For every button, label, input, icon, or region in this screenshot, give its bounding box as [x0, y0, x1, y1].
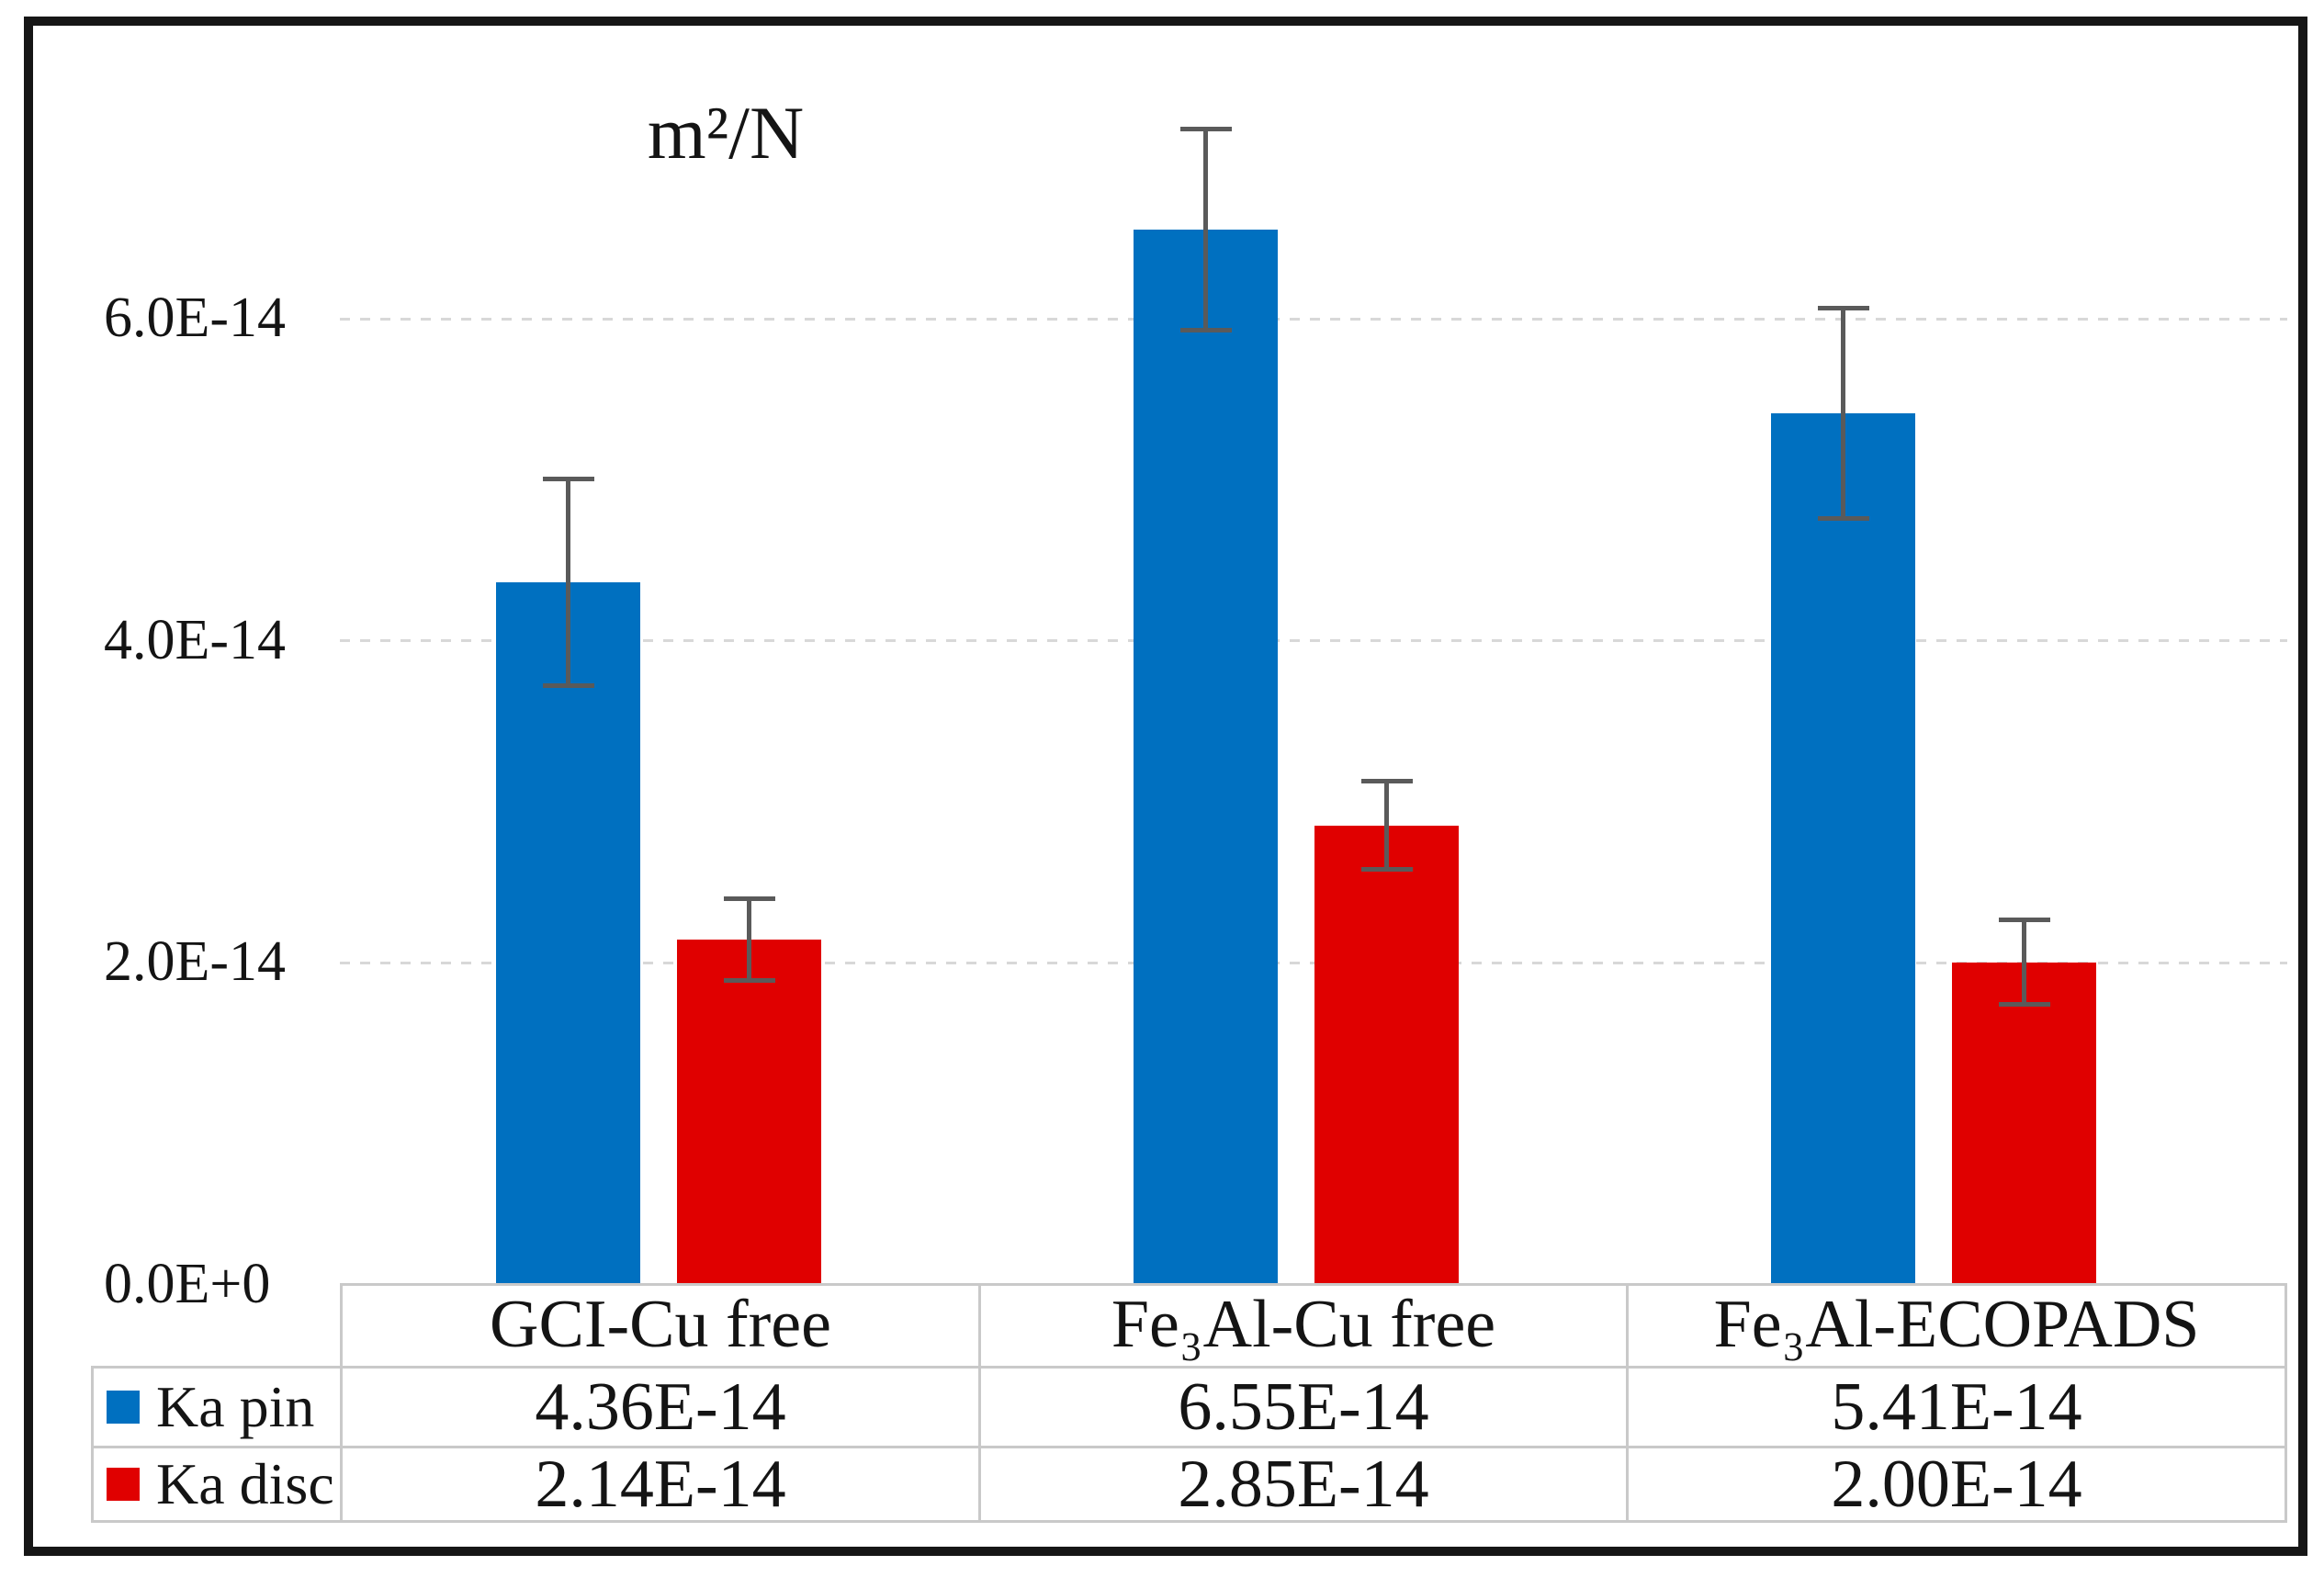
table-value-ka-disc-fe3al-ecopads: 2.00E-14 — [1831, 1446, 2082, 1522]
gridline-4-0e-14 — [340, 639, 2287, 642]
ka-disc-legend-swatch — [107, 1468, 140, 1501]
error-bar-cap-bottom-ka-pin-gci-cu-free — [542, 683, 594, 689]
bar-ka-disc-gci-cu-free — [677, 939, 821, 1284]
bar-ka-disc-fe-al-cu-free — [1314, 825, 1459, 1284]
y-tick-label-6-0e-14: 6.0E-14 — [104, 287, 287, 349]
error-bar-line-ka-disc-fe-al-ecopads — [2022, 919, 2026, 1005]
table-value-ka-pin-fe3al-ecopads: 5.41E-14 — [1831, 1369, 2082, 1445]
table-col-divider-1 — [340, 1283, 343, 1523]
error-bar-line-ka-disc-gci-cu-free — [747, 899, 751, 980]
legend-item-ka-disc: Ka disc — [94, 1448, 340, 1520]
error-bar-cap-bottom-ka-disc-fe-al-ecopads — [1998, 1002, 2050, 1008]
y-tick-label-0-0e-0: 0.0E+0 — [104, 1252, 271, 1315]
table-row-divider-1 — [91, 1366, 2287, 1369]
table-header-fe3al-cu-free: Fe₃Al-Cu free — [1111, 1287, 1496, 1362]
table-border-left — [91, 1366, 94, 1523]
chart-unit-label: m²/N — [647, 91, 805, 175]
table-value-ka-disc-gci: 2.14E-14 — [535, 1446, 786, 1522]
y-tick-label-2-0e-14: 2.0E-14 — [104, 930, 287, 993]
error-bar-cap-top-ka-pin-fe-al-ecopads — [1817, 305, 1869, 310]
table-header-fe3al-ecopads: Fe₃Al-ECOPADS — [1713, 1287, 2200, 1362]
bar-ka-pin-fe-al-cu-free — [1134, 230, 1278, 1284]
legend-item-ka-pin: Ka pin — [94, 1369, 340, 1446]
table-value-ka-pin-fe3al-cu-free: 6.55E-14 — [1178, 1369, 1429, 1445]
table-col-divider-3 — [1626, 1283, 1629, 1523]
error-bar-line-ka-pin-fe-al-ecopads — [1841, 308, 1845, 518]
table-value-ka-disc-fe3al-cu-free: 2.85E-14 — [1178, 1446, 1429, 1522]
error-bar-cap-top-ka-disc-fe-al-cu-free — [1360, 779, 1413, 784]
gridline-6-0e-14 — [340, 317, 2287, 321]
table-row-divider-2 — [91, 1446, 2287, 1448]
error-bar-cap-top-ka-disc-fe-al-ecopads — [1998, 917, 2050, 922]
bar-ka-pin-fe-al-ecopads — [1771, 412, 1915, 1284]
error-bar-cap-top-ka-pin-gci-cu-free — [542, 476, 594, 481]
ka-disc-legend-label: Ka disc — [156, 1451, 334, 1516]
y-tick-label-4-0e-14: 4.0E-14 — [104, 608, 287, 671]
error-bar-cap-bottom-ka-pin-fe-al-ecopads — [1817, 515, 1869, 521]
table-col-divider-2 — [978, 1283, 981, 1523]
error-bar-cap-bottom-ka-disc-gci-cu-free — [723, 977, 775, 983]
ka-pin-legend-label: Ka pin — [156, 1374, 315, 1439]
ka-pin-legend-swatch — [107, 1391, 140, 1424]
table-border-bottom — [91, 1520, 2287, 1523]
table-header-gci-cu-free: GCI-Cu free — [490, 1287, 831, 1362]
error-bar-cap-top-ka-disc-gci-cu-free — [723, 896, 775, 902]
error-bar-cap-bottom-ka-pin-fe-al-cu-free — [1179, 327, 1232, 332]
gridline-2-0e-14 — [340, 961, 2287, 964]
error-bar-line-ka-pin-fe-al-cu-free — [1203, 130, 1208, 330]
error-bar-line-ka-pin-gci-cu-free — [566, 479, 570, 686]
table-border-right — [2285, 1283, 2287, 1523]
bar-ka-disc-fe-al-ecopads — [1952, 962, 2096, 1284]
error-bar-cap-bottom-ka-disc-fe-al-cu-free — [1360, 866, 1413, 872]
table-border-top — [340, 1283, 2287, 1286]
error-bar-line-ka-disc-fe-al-cu-free — [1384, 782, 1389, 869]
bar-ka-pin-gci-cu-free — [496, 581, 640, 1284]
error-bar-cap-top-ka-pin-fe-al-cu-free — [1179, 127, 1232, 132]
table-value-ka-pin-gci: 4.36E-14 — [535, 1369, 786, 1445]
